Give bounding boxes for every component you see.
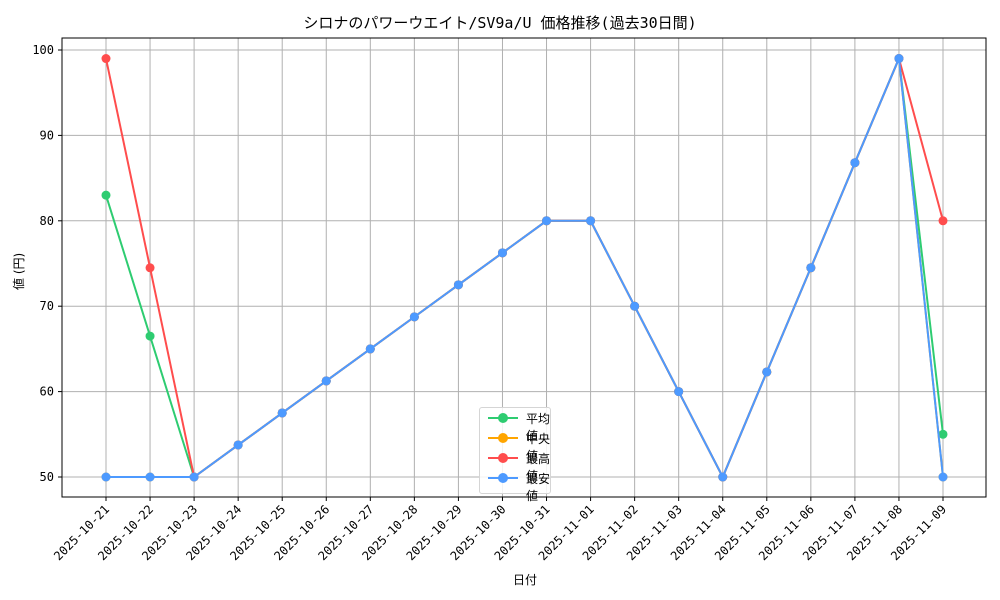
legend-item-median: 中央値	[480, 428, 550, 463]
plot-frame	[61, 37, 987, 498]
y-tick-label: 90	[40, 128, 54, 142]
y-tick-label: 50	[40, 470, 54, 484]
legend-label: 平均値	[526, 412, 551, 443]
data-point-marker	[497, 248, 507, 258]
data-point-marker	[277, 408, 287, 418]
data-point-marker	[145, 331, 155, 341]
data-point-marker	[850, 158, 860, 168]
data-point-marker	[718, 472, 728, 482]
data-point-marker	[586, 216, 596, 226]
y-axis-ticks: 50 60 70 80 90 100	[32, 43, 62, 484]
data-point-marker	[938, 429, 948, 439]
data-point-marker	[938, 472, 948, 482]
y-tick-label: 60	[40, 385, 54, 399]
data-point-marker	[409, 312, 419, 322]
legend-item-min: 最安値	[480, 468, 550, 503]
series-line	[101, 54, 948, 482]
x-axis-ticks: 2025-10-212025-10-222025-10-232025-10-24…	[51, 497, 949, 563]
data-point-marker	[321, 376, 331, 386]
legend-marker-icon	[498, 453, 508, 463]
legend-marker-icon	[498, 433, 508, 443]
data-point-marker	[145, 263, 155, 273]
y-tick-label: 80	[40, 214, 54, 228]
legend: 平均値 中央値 最高値 最安値	[479, 407, 551, 503]
y-tick-label: 70	[40, 299, 54, 313]
legend-marker-icon	[498, 413, 508, 423]
data-point-marker	[674, 387, 684, 397]
data-point-marker	[101, 190, 111, 200]
data-point-marker	[806, 263, 816, 273]
data-point-marker	[453, 280, 463, 290]
y-tick-label: 100	[32, 43, 54, 57]
chart-title: シロナのパワーウエイト/SV9a/U 価格推移(過去30日間)	[303, 14, 697, 32]
legend-label: 最安値	[526, 472, 551, 503]
data-point-marker	[938, 216, 948, 226]
data-point-marker	[101, 472, 111, 482]
data-point-marker	[145, 472, 155, 482]
y-axis-label: 値 (円)	[12, 252, 26, 290]
data-point-marker	[189, 472, 199, 482]
grid-lines	[62, 38, 986, 497]
x-axis-label: 日付	[512, 573, 537, 587]
series-lines	[101, 54, 948, 482]
data-point-marker	[762, 367, 772, 377]
data-point-marker	[542, 216, 552, 226]
legend-marker-icon	[498, 473, 508, 483]
data-point-marker	[630, 301, 640, 311]
legend-label: 最高値	[526, 452, 551, 483]
data-point-marker	[233, 440, 243, 450]
legend-item-max: 最高値	[480, 448, 550, 483]
data-point-marker	[101, 54, 111, 64]
legend-item-average: 平均値	[480, 408, 550, 443]
data-point-marker	[365, 344, 375, 354]
data-point-marker	[894, 54, 904, 64]
legend-label: 中央値	[526, 432, 551, 463]
